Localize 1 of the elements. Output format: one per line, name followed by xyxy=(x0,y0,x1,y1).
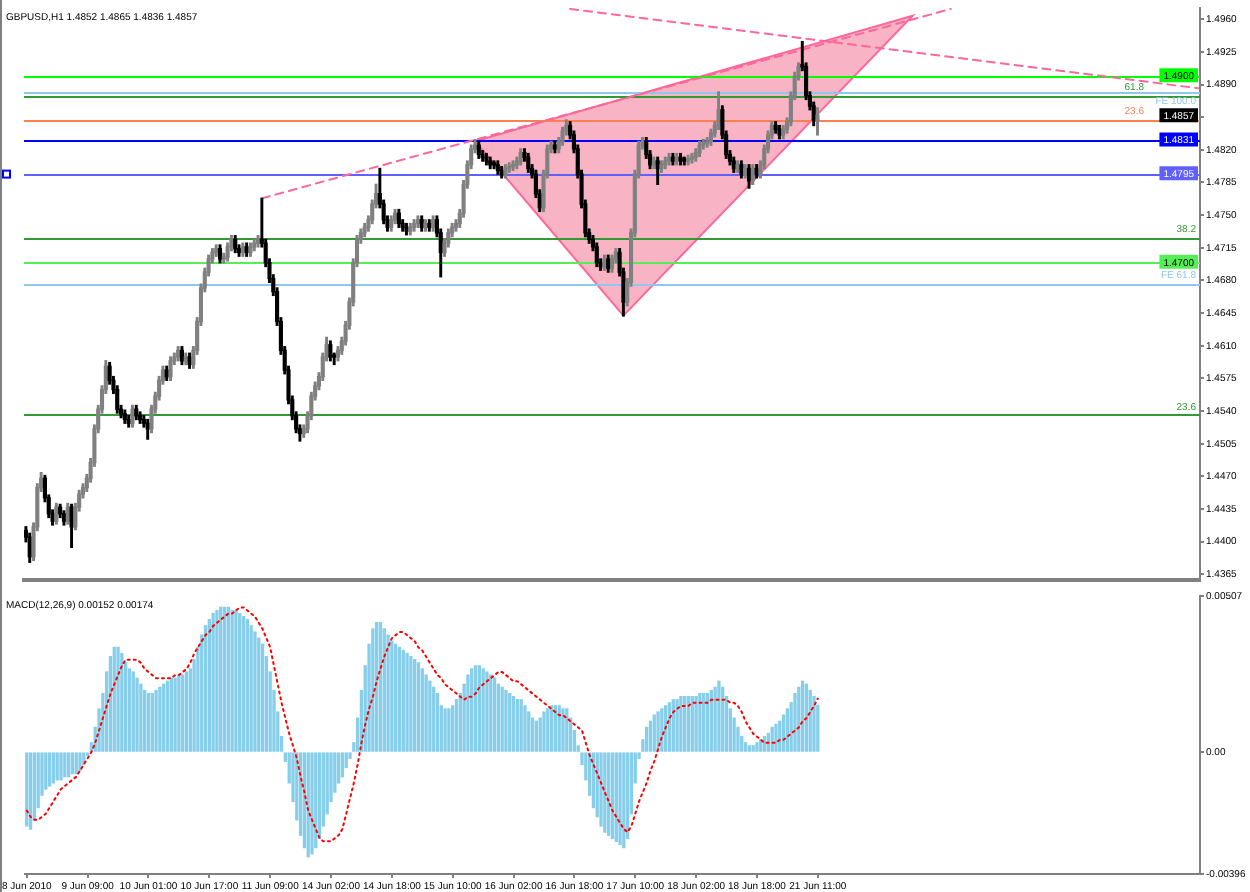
line-series xyxy=(25,606,819,843)
